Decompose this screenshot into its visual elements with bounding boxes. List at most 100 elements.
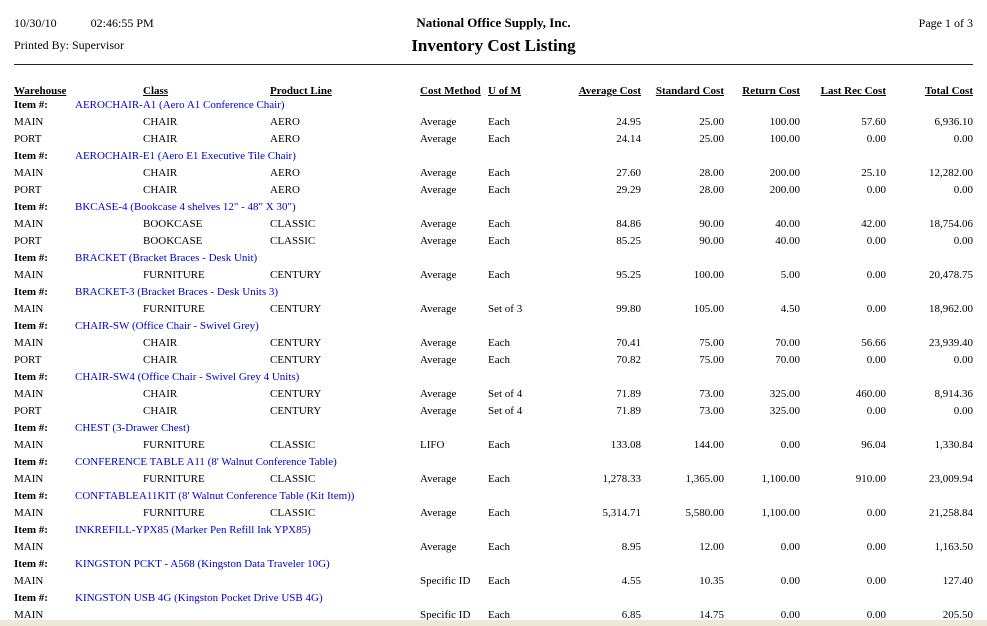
- cell-last-rec-cost: 42.00: [861, 218, 886, 230]
- cell-uom: Each: [488, 473, 510, 485]
- cell-standard-cost: 100.00: [693, 269, 724, 281]
- cell-last-rec-cost: 57.60: [861, 116, 886, 128]
- cell-class: CHAIR: [143, 388, 178, 400]
- cell-cost-method: Average: [420, 133, 457, 145]
- cell-warehouse: MAIN: [14, 541, 44, 553]
- cell-warehouse: MAIN: [14, 337, 44, 349]
- item-number-label: Item #:: [14, 558, 48, 570]
- item-number-label: Item #:: [14, 371, 48, 383]
- item-header-row: Item #: CHAIR-SW (Office Chair - Swivel G…: [14, 318, 973, 335]
- warehouse-row: PORT CHAIR AERO Average Each 24.14 25.00 100.00…: [14, 131, 973, 148]
- cell-warehouse: MAIN: [14, 575, 44, 587]
- cell-average-cost: 1,278.33: [602, 473, 642, 485]
- report-header: 10/30/10 02:46:55 PM Printed By: Supervis…: [0, 0, 987, 66]
- item-header-row: Item #: BKCASE-4 (Bookcase 4 shelves 12" …: [14, 199, 973, 216]
- cell-last-rec-cost: 0.00: [866, 609, 886, 621]
- cell-total-cost: 18,754.06: [929, 218, 973, 230]
- printed-by: Printed By: Supervisor: [14, 38, 124, 52]
- item-code-link[interactable]: KINGSTON PCKT - A568 (Kingston Data Trav…: [75, 558, 330, 570]
- cell-return-cost: 100.00: [769, 116, 800, 128]
- cell-product-line: CLASSIC: [270, 439, 316, 451]
- item-code-link[interactable]: AEROCHAIR-A1 (Aero A1 Conference Chair): [75, 99, 285, 111]
- cell-standard-cost: 14.75: [699, 609, 724, 621]
- item-header-row: Item #: BRACKET (Bracket Braces - Desk Un…: [14, 250, 973, 267]
- table-header-row: Warehouse Class Product Line Cost Method U o…: [14, 77, 973, 97]
- cell-product-line: [270, 539, 420, 556]
- cell-cost-method: Average: [420, 507, 457, 519]
- item-code-link[interactable]: CHAIR-SW4 (Office Chair - Swivel Grey 4 …: [75, 371, 300, 383]
- cell-class: BOOKCASE: [143, 235, 203, 247]
- item-code-link[interactable]: KINGSTON USB 4G (Kingston Pocket Drive U…: [75, 592, 323, 604]
- cell-warehouse: MAIN: [14, 609, 44, 621]
- cell-total-cost: 23,009.94: [929, 473, 973, 485]
- cell-standard-cost: 73.00: [699, 405, 724, 417]
- cell-warehouse: PORT: [14, 354, 42, 366]
- item-number-label: Item #:: [14, 592, 48, 604]
- cell-cost-method: Average: [420, 303, 457, 315]
- warehouse-row: PORT CHAIR CENTURY Average Each 70.82 75.00 70.…: [14, 352, 973, 369]
- warehouse-row: PORT CHAIR AERO Average Each 29.29 28.00 200.00…: [14, 182, 973, 199]
- cell-average-cost: 95.25: [616, 269, 641, 281]
- item-number-label: Item #:: [14, 286, 48, 298]
- item-code-link[interactable]: CONFERENCE TABLE A11 (8' Walnut Conferen…: [75, 456, 337, 468]
- cell-uom: Each: [488, 269, 510, 281]
- cell-warehouse: MAIN: [14, 116, 44, 128]
- cell-uom: Each: [488, 218, 510, 230]
- cell-total-cost: 21,258.84: [929, 507, 973, 519]
- cell-total-cost: 0.00: [953, 184, 973, 196]
- cell-total-cost: 6,936.10: [934, 116, 974, 128]
- print-time: 02:46:55 PM: [90, 16, 154, 30]
- item-code-link[interactable]: BKCASE-4 (Bookcase 4 shelves 12" - 48" X…: [75, 201, 296, 213]
- cell-average-cost: 4.55: [621, 575, 641, 587]
- item-code-link[interactable]: BRACKET (Bracket Braces - Desk Unit): [75, 252, 258, 264]
- item-code-link[interactable]: CHEST (3-Drawer Chest): [75, 422, 190, 434]
- cell-cost-method: Average: [420, 388, 457, 400]
- cell-product-line: CENTURY: [270, 303, 322, 315]
- cell-average-cost: 29.29: [616, 184, 641, 196]
- item-number-label: Item #:: [14, 490, 48, 502]
- cell-average-cost: 71.89: [616, 388, 641, 400]
- column-header-class: Class: [143, 85, 169, 97]
- cell-class: [143, 573, 270, 590]
- cell-standard-cost: 28.00: [699, 184, 724, 196]
- warehouse-row: MAIN FURNITURE CENTURY Average Set of 3 99.80…: [14, 301, 973, 318]
- cell-class: FURNITURE: [143, 473, 205, 485]
- cell-last-rec-cost: 0.00: [866, 235, 886, 247]
- cell-total-cost: 12,282.00: [929, 167, 973, 179]
- item-number-label: Item #:: [14, 524, 48, 536]
- item-header-row: Item #: AEROCHAIR-E1 (Aero E1 Executive T…: [14, 148, 973, 165]
- item-code-link[interactable]: CHAIR-SW (Office Chair - Swivel Grey): [75, 320, 259, 332]
- cell-cost-method: Average: [420, 541, 457, 553]
- cell-warehouse: MAIN: [14, 269, 44, 281]
- cell-product-line: CENTURY: [270, 405, 322, 417]
- column-header-standard-cost: Standard Cost: [655, 85, 724, 97]
- cell-product-line: CLASSIC: [270, 235, 316, 247]
- cell-cost-method: Average: [420, 269, 457, 281]
- cell-cost-method: Average: [420, 354, 457, 366]
- item-code-link[interactable]: CONFTABLEA11KIT (8' Walnut Conference Ta…: [75, 490, 355, 502]
- cell-average-cost: 27.60: [616, 167, 641, 179]
- cell-total-cost: 23,939.40: [929, 337, 973, 349]
- cell-cost-method: Specific ID: [420, 575, 471, 587]
- item-number-label: Item #:: [14, 456, 48, 468]
- cell-warehouse: MAIN: [14, 303, 44, 315]
- item-header-row: Item #: INKREFILL-YPX85 (Marker Pen Refil…: [14, 522, 973, 539]
- column-header-return-cost: Return Cost: [742, 85, 800, 97]
- cell-warehouse: MAIN: [14, 473, 44, 485]
- item-code-link[interactable]: INKREFILL-YPX85 (Marker Pen Refill Ink Y…: [75, 524, 311, 536]
- cell-return-cost: 0.00: [780, 439, 800, 451]
- item-code-link[interactable]: BRACKET-3 (Bracket Braces - Desk Units 3…: [75, 286, 279, 298]
- cell-last-rec-cost: 96.04: [861, 439, 886, 451]
- cell-uom: Each: [488, 439, 510, 451]
- cell-return-cost: 325.00: [769, 388, 800, 400]
- item-header-row: Item #: KINGSTON USB 4G (Kingston Pocket …: [14, 590, 973, 607]
- cell-class: CHAIR: [143, 133, 178, 145]
- cell-average-cost: 84.86: [616, 218, 641, 230]
- cell-cost-method: Average: [420, 473, 457, 485]
- cell-standard-cost: 90.00: [699, 218, 724, 230]
- cell-class: FURNITURE: [143, 507, 205, 519]
- cell-product-line: [270, 573, 420, 590]
- cell-average-cost: 70.82: [616, 354, 641, 366]
- cell-warehouse: PORT: [14, 133, 42, 145]
- item-code-link[interactable]: AEROCHAIR-E1 (Aero E1 Executive Tile Cha…: [75, 150, 296, 162]
